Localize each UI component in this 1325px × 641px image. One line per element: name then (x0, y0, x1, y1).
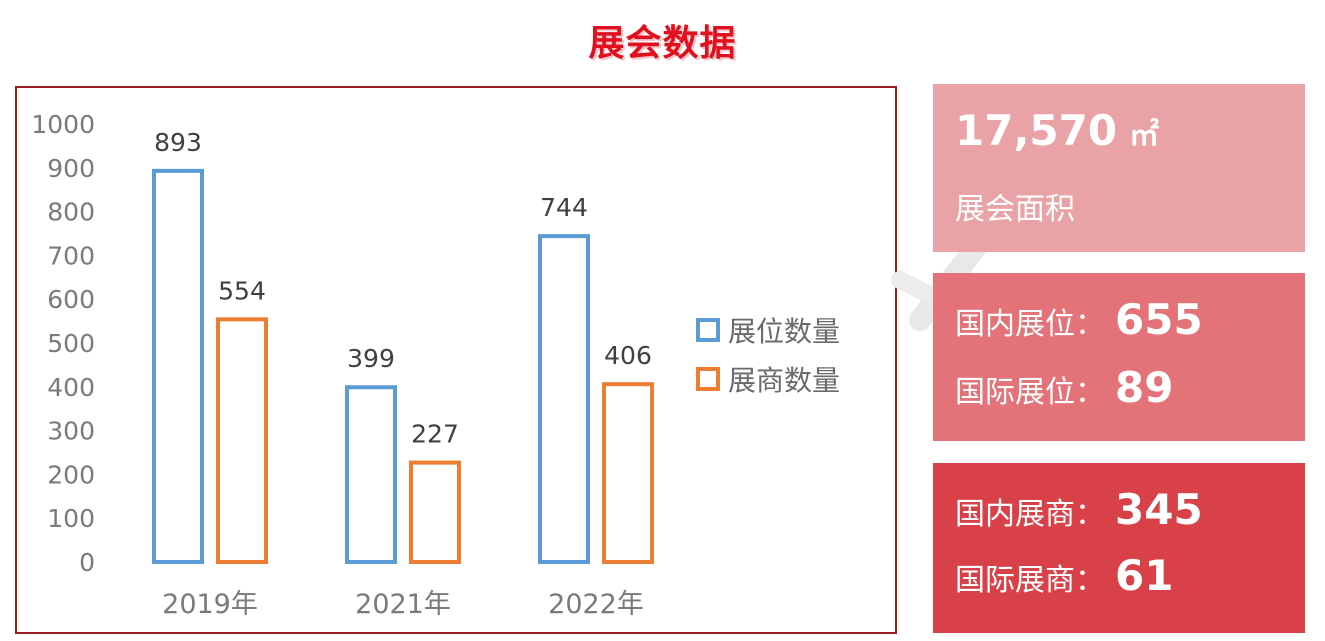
x-tick-label: 2022年 (548, 589, 644, 620)
legend-label: 展商数量 (728, 364, 840, 397)
bar (152, 168, 204, 564)
chart-frame: 0 100 200 300 400 500 600 700 800 900 1000 893 554 20… (15, 86, 897, 634)
y-tick-label: 100 (47, 504, 95, 533)
bar (602, 382, 654, 564)
y-tick-label: 0 (79, 548, 95, 577)
x-tick-label: 2021年 (355, 589, 451, 620)
area-unit: ㎡ (1129, 118, 1160, 153)
y-tick-label: 900 (47, 154, 95, 183)
data-label: 893 (154, 128, 202, 157)
international-booths-value: 89 (1115, 363, 1174, 412)
bar (216, 317, 268, 564)
exhibitors-card: 国内展商： 345 国际展商： 61 (933, 463, 1305, 633)
legend-swatch (696, 367, 720, 391)
domestic-booths-value: 655 (1115, 295, 1203, 344)
data-label: 227 (411, 420, 459, 449)
y-tick-label: 400 (47, 373, 95, 402)
page-title: 展会数据 (588, 23, 737, 64)
y-tick-label: 300 (47, 417, 95, 446)
bar-chart: 0 100 200 300 400 500 600 700 800 900 1000 893 554 20… (31, 110, 840, 620)
x-tick-label: 2019年 (162, 589, 258, 620)
domestic-booths-label: 国内展位： (955, 307, 1105, 342)
y-tick-label: 200 (47, 460, 95, 489)
international-exhibitors-value: 61 (1115, 551, 1174, 600)
bar (409, 460, 461, 565)
international-exhibitors-label: 国际展商： (955, 563, 1105, 598)
y-tick-label: 600 (47, 285, 95, 314)
data-label: 744 (540, 193, 588, 222)
area-label: 展会面积 (955, 192, 1075, 227)
data-label: 399 (347, 344, 395, 373)
y-tick-label: 1000 (31, 110, 95, 139)
y-tick-label: 500 (47, 329, 95, 358)
booths-card: 国内展位： 655 国际展位： 89 (933, 273, 1305, 441)
domestic-exhibitors-label: 国内展商： (955, 497, 1105, 532)
bar (538, 234, 590, 565)
bar (345, 385, 397, 564)
area-value: 17,570 (955, 106, 1118, 155)
area-card: 17,570 ㎡ 展会面积 (933, 84, 1305, 252)
domestic-exhibitors-value: 345 (1115, 485, 1203, 534)
y-tick-label: 700 (47, 241, 95, 270)
legend-label: 展位数量 (728, 315, 840, 348)
international-booths-label: 国际展位： (955, 375, 1105, 410)
data-label: 406 (604, 341, 652, 370)
legend-swatch (696, 318, 720, 342)
data-label: 554 (218, 276, 266, 305)
y-tick-label: 800 (47, 198, 95, 227)
